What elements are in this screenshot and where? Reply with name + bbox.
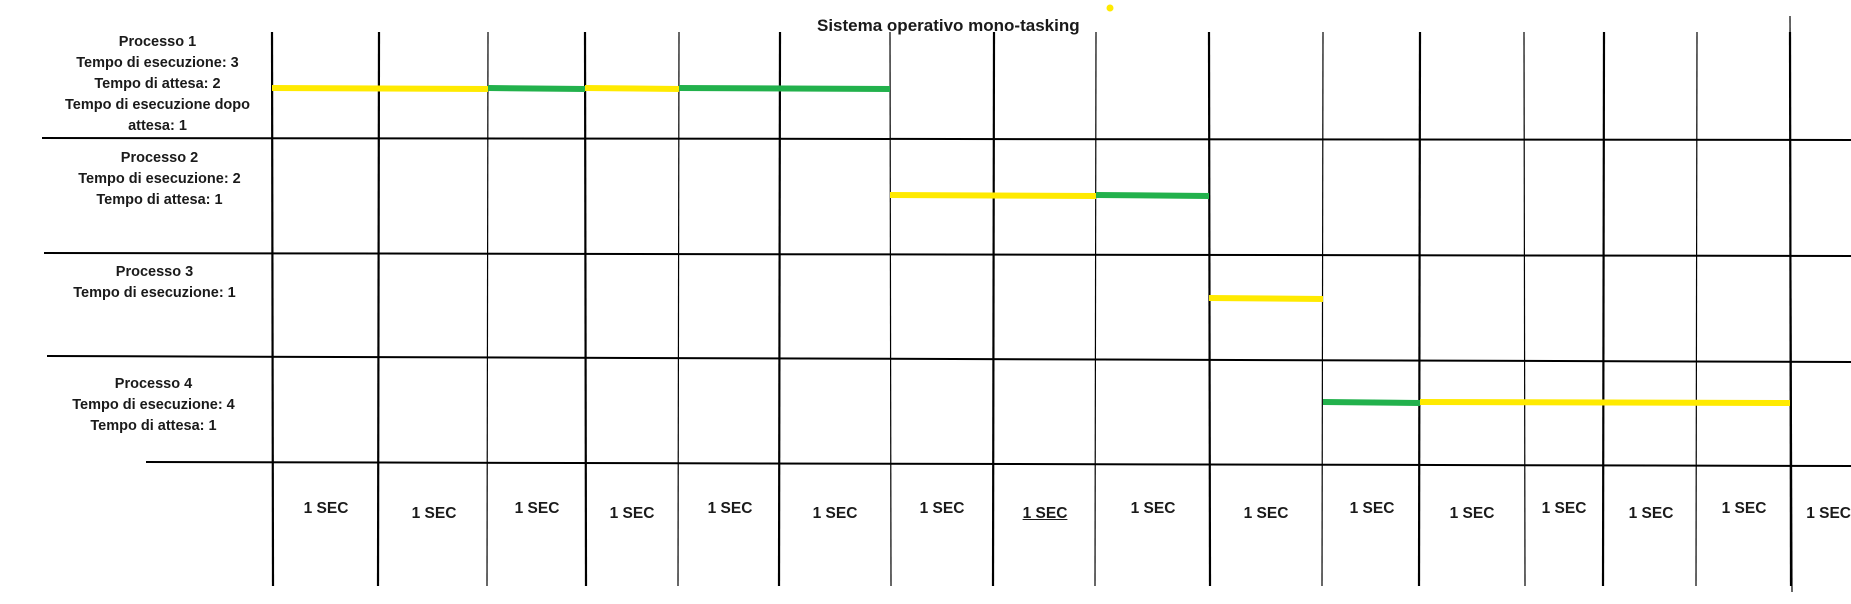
process-name: Processo 2 [120,150,199,166]
waiting-bar [678,85,891,92]
time-slot-label: 1 SEC [812,505,858,522]
column-divider-line [486,31,489,587]
column-divider-line [583,31,588,587]
column-divider-line [1601,31,1606,587]
process-name: Processo 1 [118,34,197,50]
execution-bar [1419,399,1791,406]
execution-bar [271,85,489,92]
process-label-2: Processo 2 Tempo di esecuzione: 2 Tempo … [27,148,292,211]
column-divider-line [1417,31,1422,587]
time-slot-label: 1 SEC [1541,500,1587,517]
column-divider-line [1207,31,1212,587]
time-slot-label: 1 SEC [1130,500,1176,517]
execution-bar [889,192,1097,199]
time-slot-label: 1 SEC [411,505,457,522]
process-label-3: Processo 3 Tempo di esecuzione: 1 [22,262,287,304]
process-detail: Tempo di attesa: 1 [96,192,223,208]
time-slot-label: 1 SEC [919,500,965,517]
process-detail: Tempo di esecuzione dopo [64,97,251,113]
process-detail: Tempo di attesa: 1 [90,418,217,434]
time-slot-label: 1 SEC [707,500,753,517]
time-slot-label: 1 SEC [1628,505,1674,522]
execution-bar [1208,295,1324,302]
column-divider-line [991,31,996,587]
row-divider-line [145,461,1851,467]
waiting-bar [1322,399,1421,406]
row-divider-line [46,355,1851,363]
time-slot-label: 1 SEC [609,505,655,522]
column-divider-line [777,31,782,587]
column-divider-line [1094,31,1097,587]
column-divider-line [1321,31,1324,587]
process-label-1: Processo 1 Tempo di esecuzione: 3 Tempo … [25,32,290,137]
time-slot-label: 1 SEC [1022,505,1068,522]
execution-bar [584,85,680,92]
column-divider-line [270,31,275,587]
process-detail: Tempo di esecuzione: 1 [73,285,236,301]
process-detail: Tempo di esecuzione: 3 [76,55,239,71]
yellow-dot-mark [1106,4,1114,12]
time-slot-label: 1 SEC [1349,500,1395,517]
row-divider-line [41,137,1851,141]
process-detail: Tempo di esecuzione: 4 [72,397,235,413]
time-slot-label: 1 SEC [1806,505,1851,522]
row-divider-line [43,252,1851,257]
time-slot-label: 1 SEC [514,500,560,517]
process-name: Processo 3 [115,264,194,280]
column-divider-line [889,31,892,587]
process-detail: attesa: 1 [128,118,187,134]
waiting-bar [1095,192,1210,199]
process-detail: Tempo di esecuzione: 2 [78,171,241,187]
time-slot-label: 1 SEC [1449,505,1495,522]
time-slot-label: 1 SEC [1721,500,1767,517]
column-divider-line [1523,31,1526,587]
diagram-title: Sistema operativo mono-tasking [817,16,1080,35]
time-slot-label: 1 SEC [1243,505,1289,522]
column-divider-line [1789,15,1793,593]
column-divider-line [376,31,381,587]
column-divider-line [1695,31,1698,587]
waiting-bar [487,85,586,92]
process-detail: Tempo di attesa: 2 [94,76,221,92]
time-slot-label: 1 SEC [303,500,349,517]
process-name: Processo 4 [114,376,193,392]
process-label-4: Processo 4 Tempo di esecuzione: 4 Tempo … [21,374,286,437]
column-divider-line [677,31,680,587]
